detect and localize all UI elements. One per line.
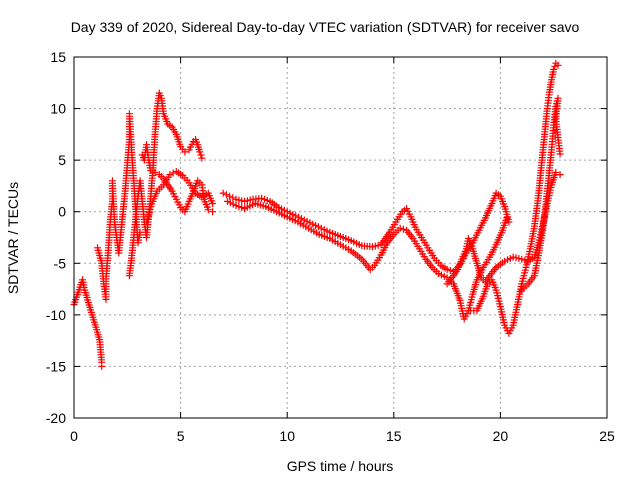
plot-frame (73, 56, 608, 419)
data-markers (70, 59, 564, 370)
data-point (518, 94, 564, 294)
series-track-1 (70, 276, 106, 370)
y-tick-labels: -20 -15 -10 -5 0 5 10 15 (46, 49, 66, 426)
grid-lines (74, 57, 607, 418)
data-point (143, 168, 217, 226)
x-tick-label: 5 (177, 428, 185, 444)
chart-title: Day 339 of 2020, Sidereal Day-to-day VTE… (71, 19, 580, 35)
y-tick-label: 10 (50, 101, 66, 117)
series-track-5 (143, 168, 217, 226)
data-point (70, 276, 106, 370)
y-axis-label: SDTVAR / TECUs (5, 182, 21, 294)
x-tick-label: 15 (386, 428, 402, 444)
y-tick-label: -10 (46, 307, 66, 323)
series-track-6 (219, 189, 513, 275)
x-axis-label: GPS time / hours (287, 458, 394, 474)
data-point (224, 197, 511, 323)
x-tick-label: 20 (493, 428, 509, 444)
x-tick-label: 10 (279, 428, 295, 444)
series-track-10 (518, 94, 564, 294)
y-tick-label: -20 (46, 410, 66, 426)
y-tick-label: 5 (58, 152, 66, 168)
y-tick-label: 0 (58, 204, 66, 220)
series-track-7 (224, 197, 511, 323)
series-track-9 (467, 59, 562, 337)
x-tick-label: 0 (70, 428, 78, 444)
x-tick-label: 25 (599, 428, 615, 444)
y-tick-label: 15 (50, 49, 66, 65)
y-tick-label: -5 (54, 255, 67, 271)
x-tick-labels: 0 5 10 15 20 25 (70, 428, 615, 444)
data-point (467, 59, 562, 337)
data-point (219, 189, 513, 275)
y-tick-label: -15 (46, 358, 66, 374)
